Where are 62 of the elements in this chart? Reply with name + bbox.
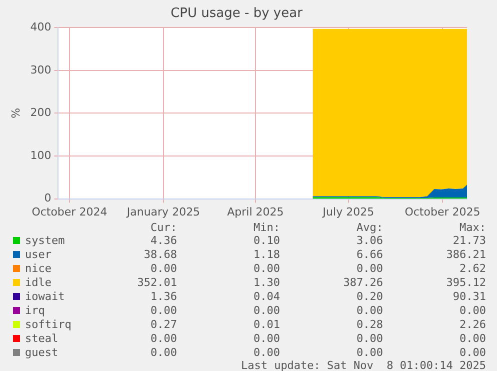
text: 387.26 bbox=[342, 276, 383, 290]
x-tick-label: July 2025 bbox=[322, 205, 374, 218]
text: 0.00 bbox=[150, 262, 177, 276]
text: Last update: Sat Nov 8 01:00:14 2025 bbox=[240, 359, 486, 371]
text: 0.20 bbox=[356, 290, 383, 304]
text: Min: bbox=[252, 221, 280, 234]
text: 2.26 bbox=[458, 318, 486, 332]
text: 4.36 bbox=[150, 234, 177, 248]
text: 6.66 bbox=[356, 248, 383, 262]
y-tick-label: 300 bbox=[30, 63, 52, 76]
x-tick-label: April 2025 bbox=[227, 205, 284, 218]
text: 0.00 bbox=[252, 346, 280, 360]
text: 0.01 bbox=[252, 318, 280, 332]
text: 0.00 bbox=[356, 346, 383, 360]
text: 0.00 bbox=[252, 332, 280, 346]
text: 0.04 bbox=[252, 290, 280, 304]
legend-label: irq bbox=[24, 304, 46, 318]
legend-label: iowait bbox=[24, 290, 66, 304]
text: 0.00 bbox=[356, 262, 383, 276]
legend-label: softirq bbox=[24, 318, 72, 332]
y-tick-label: 0 bbox=[44, 192, 52, 205]
y-tick-label: 400 bbox=[30, 20, 52, 34]
text: 352.01 bbox=[136, 276, 177, 290]
text: 2.62 bbox=[458, 262, 486, 276]
text: 0.00 bbox=[150, 304, 177, 318]
text: Cur: bbox=[150, 221, 177, 234]
y-tick-label: 100 bbox=[30, 148, 52, 162]
text: 1.30 bbox=[252, 276, 280, 290]
text: 3.06 bbox=[356, 234, 383, 248]
text: 395.12 bbox=[445, 276, 486, 290]
text: 0.00 bbox=[458, 332, 486, 346]
text: 0.00 bbox=[150, 346, 177, 360]
text: 1.36 bbox=[150, 290, 177, 304]
text: 0.00 bbox=[252, 304, 280, 318]
y-axis-title: % bbox=[9, 108, 22, 118]
text: Avg: bbox=[356, 221, 383, 234]
text: 21.73 bbox=[452, 234, 486, 248]
text: 0.10 bbox=[252, 234, 280, 248]
text: 0.00 bbox=[150, 332, 177, 346]
text: 386.21 bbox=[445, 248, 486, 262]
text: 1.18 bbox=[252, 248, 280, 262]
text: 0.28 bbox=[356, 318, 383, 332]
x-tick-label: October 2025 bbox=[404, 205, 480, 218]
y-tick-label: 200 bbox=[30, 106, 52, 120]
legend-label: idle bbox=[24, 276, 52, 290]
x-tick-label: January 2025 bbox=[126, 205, 200, 218]
legend-label: user bbox=[24, 248, 52, 262]
text: 38.68 bbox=[142, 248, 177, 262]
text: Max: bbox=[458, 221, 486, 234]
legend-label: system bbox=[24, 234, 66, 248]
x-tick-label: October 2024 bbox=[32, 205, 108, 218]
text: 0.00 bbox=[458, 304, 486, 318]
text: 0.00 bbox=[252, 262, 280, 276]
chart-title: CPU usage - by year bbox=[170, 6, 304, 22]
text: 0.00 bbox=[458, 346, 486, 360]
legend-label: nice bbox=[24, 262, 52, 276]
text: 0.27 bbox=[150, 318, 177, 332]
text: 0.00 bbox=[356, 304, 383, 318]
legend-label: steal bbox=[24, 332, 60, 346]
legend-label: guest bbox=[24, 346, 60, 360]
text: 90.31 bbox=[452, 290, 486, 304]
text: 0.00 bbox=[356, 332, 383, 346]
